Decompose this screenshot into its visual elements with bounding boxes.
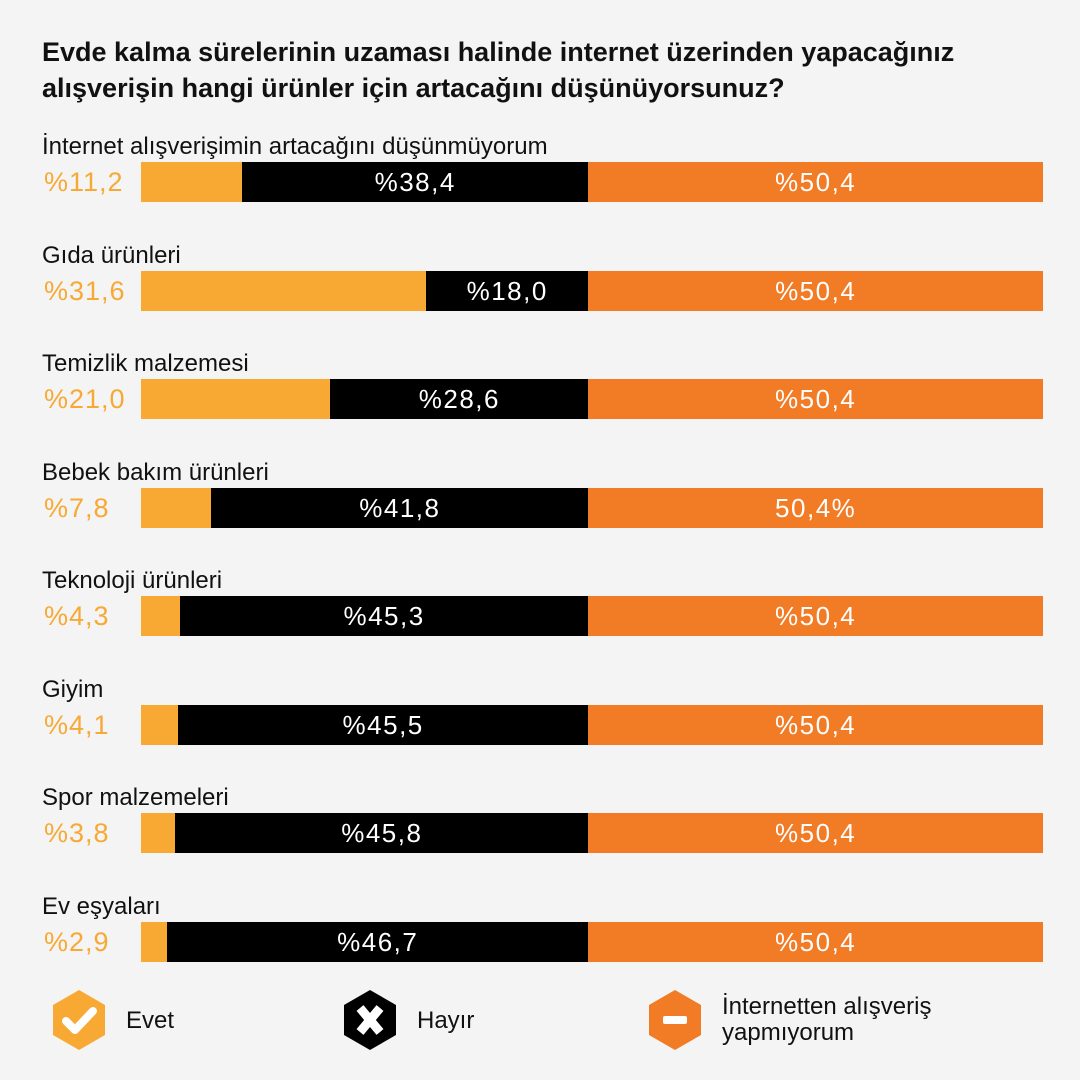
hayir-segment: %38,4 — [242, 162, 589, 202]
segment-value-label: %45,8 — [341, 818, 423, 848]
hayir-segment: %18,0 — [426, 271, 589, 311]
evet-segment — [141, 596, 180, 636]
segment-value-label: %45,3 — [343, 601, 425, 631]
segment-value-label: 50,4% — [775, 493, 857, 523]
no-shopping-segment: %50,4 — [588, 705, 1043, 745]
stacked-bar: %45,8 %50,4 — [141, 813, 1043, 853]
evet-value-label: %2,9 — [44, 927, 110, 957]
segment-value-label: %50,4 — [775, 818, 857, 848]
bar-row: Ev eşyaları %2,9 %46,7 %50,4 — [0, 892, 1080, 982]
category-label: İnternet alışverişimin artacağını düşünm… — [42, 133, 548, 160]
stacked-bar: %41,8 50,4% — [141, 488, 1043, 528]
bar-row: Bebek bakım ürünleri %7,8 %41,8 50,4% — [0, 458, 1080, 548]
hayir-segment: %41,8 — [211, 488, 589, 528]
bar-row: İnternet alışverişimin artacağını düşünm… — [0, 132, 1080, 222]
legend-item: Evet — [50, 988, 250, 1052]
bar-row: Giyim %4,1 %45,5 %50,4 — [0, 675, 1080, 765]
segment-value-label: %50,4 — [775, 167, 857, 197]
stacked-bar: %38,4 %50,4 — [141, 162, 1043, 202]
category-label: Teknoloji ürünleri — [42, 567, 223, 594]
evet-value-label: %4,1 — [44, 710, 110, 740]
evet-segment — [141, 162, 243, 202]
bar-row: Gıda ürünleri %31,6 %18,0 %50,4 — [0, 241, 1080, 331]
segment-value-label: %50,4 — [775, 710, 857, 740]
category-label: Temizlik malzemesi — [42, 350, 249, 377]
evet-value-label: %11,2 — [44, 167, 124, 197]
check-icon — [50, 988, 108, 1052]
segment-value-label: %18,0 — [466, 276, 548, 306]
evet-segment — [141, 271, 427, 311]
legend-label: İnternetten alışveriş yapmıyorum — [722, 993, 932, 1046]
segment-value-label: %45,5 — [342, 710, 424, 740]
evet-segment — [141, 705, 178, 745]
stacked-bar: %46,7 %50,4 — [141, 922, 1043, 962]
stacked-bar: %18,0 %50,4 — [141, 271, 1043, 311]
evet-value-label: %4,3 — [44, 601, 110, 631]
segment-value-label: %41,8 — [359, 493, 441, 523]
legend-item: Hayır — [341, 988, 541, 1052]
no-shopping-segment: %50,4 — [588, 813, 1043, 853]
evet-value-label: %7,8 — [44, 493, 110, 523]
evet-segment — [141, 379, 331, 419]
no-shopping-segment: %50,4 — [588, 379, 1043, 419]
category-label: Spor malzemeleri — [42, 784, 229, 811]
hayir-segment: %46,7 — [167, 922, 589, 962]
legend-label: Hayır — [417, 1007, 475, 1034]
segment-value-label: %50,4 — [775, 276, 857, 306]
evet-segment — [141, 813, 176, 853]
category-label: Bebek bakım ürünleri — [42, 459, 269, 486]
minus-icon — [646, 988, 704, 1052]
chart-title: Evde kalma sürelerinin uzaması halinde i… — [42, 37, 955, 103]
segment-value-label: %46,7 — [337, 927, 419, 957]
evet-value-label: %21,0 — [44, 384, 126, 414]
evet-value-label: %3,8 — [44, 818, 110, 848]
hayir-segment: %28,6 — [330, 379, 589, 419]
hayir-segment: %45,5 — [177, 705, 589, 745]
segment-value-label: %50,4 — [775, 927, 857, 957]
evet-value-label: %31,6 — [44, 276, 126, 306]
stacked-bar: %45,5 %50,4 — [141, 705, 1043, 745]
evet-segment — [141, 488, 212, 528]
no-shopping-segment: %50,4 — [588, 271, 1043, 311]
hayir-segment: %45,8 — [175, 813, 589, 853]
evet-segment — [141, 922, 168, 962]
bar-row: Temizlik malzemesi %21,0 %28,6 %50,4 — [0, 349, 1080, 439]
no-shopping-segment: %50,4 — [588, 596, 1043, 636]
segment-value-label: %50,4 — [775, 384, 857, 414]
category-label: Giyim — [42, 676, 104, 703]
no-shopping-segment: 50,4% — [588, 488, 1043, 528]
stacked-bar: %45,3 %50,4 — [141, 596, 1043, 636]
segment-value-label: %38,4 — [374, 167, 456, 197]
legend-item: İnternetten alışveriş yapmıyorum — [646, 988, 966, 1052]
stacked-bar: %28,6 %50,4 — [141, 379, 1043, 419]
x-icon — [341, 988, 399, 1052]
legend-label: Evet — [126, 1007, 175, 1034]
no-shopping-segment: %50,4 — [588, 162, 1043, 202]
segment-value-label: %50,4 — [775, 601, 857, 631]
bar-row: Teknoloji ürünleri %4,3 %45,3 %50,4 — [0, 566, 1080, 656]
segment-value-label: %28,6 — [418, 384, 500, 414]
no-shopping-segment: %50,4 — [588, 922, 1043, 962]
bar-row: Spor malzemeleri %3,8 %45,8 %50,4 — [0, 783, 1080, 873]
category-label: Gıda ürünleri — [42, 242, 181, 269]
hayir-segment: %45,3 — [179, 596, 589, 636]
category-label: Ev eşyaları — [42, 893, 161, 920]
